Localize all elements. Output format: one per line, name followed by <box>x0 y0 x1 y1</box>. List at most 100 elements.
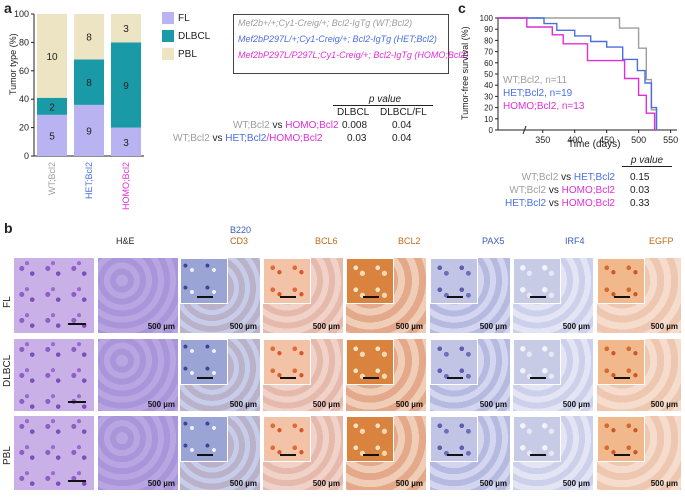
stain-inset <box>180 258 228 304</box>
pvalue-row-2-b: HET;Bcl2 <box>225 133 267 144</box>
bar-category-label: WT;Bcl2 <box>47 162 57 195</box>
survival-ylabel: Tumor-free survival (%) <box>460 26 470 120</box>
genotype-legend-box: Mef2b+/+;Cy1-Creig/+; Bcl2-IgTg (WT;Bcl2… <box>233 14 469 74</box>
c-xtick-label: 450 <box>599 135 614 145</box>
scale-label: 500 µm <box>562 479 590 488</box>
survival-curve-2 <box>498 17 656 130</box>
stain-inset <box>263 416 311 462</box>
pvalue-header-c-text: p value <box>630 155 664 166</box>
scale-label: 500 µm <box>479 479 507 488</box>
scale-label: 500 µm <box>395 400 423 409</box>
survival-legend: WT;Bcl2, n=11 HET;Bcl2, n=19 HOMO;Bcl2, … <box>503 74 584 113</box>
pvalue-c-row-1-a: WT;Bcl2 <box>521 172 559 183</box>
pvalue-c-values: 0.15 0.03 0.33 <box>630 171 649 210</box>
scale-bar <box>530 377 546 379</box>
survival-chart: 0 10 20 30 40 50 60 70 80 90 100 350 400 450 500 550 <box>480 14 678 145</box>
stain-header-b220: B220 CD3 <box>230 225 251 247</box>
scale-label: 500 µm <box>147 479 175 488</box>
pvalue-row-2-c: /HOMO;Bcl2 <box>266 133 323 144</box>
bar-fl-1 <box>74 104 104 156</box>
stain-inset <box>597 258 645 304</box>
pvalue-c-row-2-a: WT;Bcl2 <box>509 185 547 196</box>
a-ytick-label: 100 <box>14 9 29 19</box>
legend-item-fl: FL <box>162 12 232 24</box>
stain-tile-bcl6: 500 µm <box>263 339 343 411</box>
pvalue-c-row-3-value: 0.33 <box>630 198 650 209</box>
genotype-het: Mef2bP297L/+;Cy1-Creig/+; Bcl2-IgTg (HET… <box>238 34 437 44</box>
stain-inset <box>597 339 645 385</box>
pvalue-row-1-v1: 0.008 <box>342 120 368 131</box>
bar-dlbcl-0 <box>37 97 67 115</box>
bar-count-label: 2 <box>49 102 55 113</box>
scale-label: 500 µm <box>229 322 257 331</box>
pvalue-row-2-label: WT;Bcl2 vs HET;Bcl2/HOMO;Bcl2 <box>173 133 322 144</box>
pvalue-c-row-3-a: HET;Bcl2 <box>504 198 547 209</box>
pvalue-row-1-v2: 0.04 <box>392 120 412 131</box>
scale-bar <box>447 296 463 298</box>
c-ytick-label: 100 <box>480 14 494 23</box>
c-ytick-label: 90 <box>484 25 493 34</box>
row-label-pbl: PBL <box>2 446 13 465</box>
scale-label: 500 µm <box>650 400 678 409</box>
scale-label: 500 µm <box>562 400 590 409</box>
bar-count-label: 9 <box>86 126 92 137</box>
c-axis-break <box>522 125 527 135</box>
stain-inset <box>430 416 478 462</box>
stain-header-label: BCL6 <box>315 236 338 246</box>
stain-tile-bcl2: 500 µm <box>346 258 426 333</box>
stain-inset <box>263 258 311 304</box>
legend-swatch-pbl <box>162 48 174 60</box>
genotype-homo: Mef2bP297L/P297L;Cy1-Creig/+; Bcl2-IgTg … <box>238 50 469 60</box>
scale-bar <box>68 401 86 403</box>
c-ytick-label: 30 <box>484 92 493 101</box>
scale-label: 500 µm <box>395 322 423 331</box>
stain-tile-bcl2: 500 µm <box>346 416 426 490</box>
stain-tile-bcl6: 500 µm <box>263 416 343 490</box>
pvalue-row-1-vs: vs <box>269 120 286 131</box>
stain-inset <box>513 258 561 304</box>
stain-tile-b220: 500 µm <box>180 258 260 333</box>
stain-header-label: IRF4 <box>565 236 585 246</box>
scale-label: 500 µm <box>312 479 340 488</box>
he-zoom-tile <box>14 416 94 490</box>
stain-header-egfp: EGFP <box>649 236 674 247</box>
scale-bar <box>530 296 546 298</box>
legend-swatch-dlbcl <box>162 30 174 42</box>
a-ytick-label: 0 <box>24 151 29 161</box>
scale-bar <box>280 377 296 379</box>
histology-grid: H&E B220 CD3 BCL6 BCL2 PAX5 IRF4 EGFP FL DLBCL PBL… <box>0 222 685 497</box>
stain-tile-irf4: 500 µm <box>513 339 593 411</box>
scale-bar <box>447 377 463 379</box>
scale-label: 500 µm <box>650 322 678 331</box>
bar-count-label: 8 <box>86 78 92 89</box>
stain-inset <box>180 339 228 385</box>
stain-inset <box>513 339 561 385</box>
a-ytick-label: 40 <box>19 94 29 104</box>
stain-tile-bcl6: 500 µm <box>263 258 343 333</box>
scale-bar <box>530 454 546 456</box>
stain-header-label: H&E <box>116 236 135 246</box>
bar-dlbcl-1 <box>74 59 104 105</box>
c-xtick-label: 500 <box>631 135 646 145</box>
panel-b-letter: b <box>4 220 13 236</box>
c-ytick-label: 10 <box>484 115 493 124</box>
stain-header-label: B220 <box>230 225 252 235</box>
scale-label: 500 µm <box>312 400 340 409</box>
pvalue-header-a: p value <box>350 94 420 105</box>
tumor-type-legend: FL DLBCL PBL <box>162 12 232 60</box>
survival-curve-1 <box>498 17 658 130</box>
pvalue-col-dlbcl: DLBCL <box>337 107 370 118</box>
survival-legend-het: HET;Bcl2, n=19 <box>503 88 573 99</box>
pvalue-col-dlbcl-fl: DLBCL/FL <box>380 107 427 118</box>
stain-inset <box>430 339 478 385</box>
scale-label: 500 µm <box>479 322 507 331</box>
bar-pbl-0 <box>37 14 67 98</box>
panel-a-letter: a <box>4 0 12 16</box>
stain-inset <box>597 416 645 462</box>
stain-inset <box>180 416 228 462</box>
c-ytick-label: 50 <box>484 70 493 79</box>
stain-tile-egfp: 500 µm <box>597 416 681 490</box>
scale-label: 500 µm <box>312 322 340 331</box>
stain-header-irf4: IRF4 <box>565 236 585 247</box>
scale-label: 500 µm <box>229 479 257 488</box>
